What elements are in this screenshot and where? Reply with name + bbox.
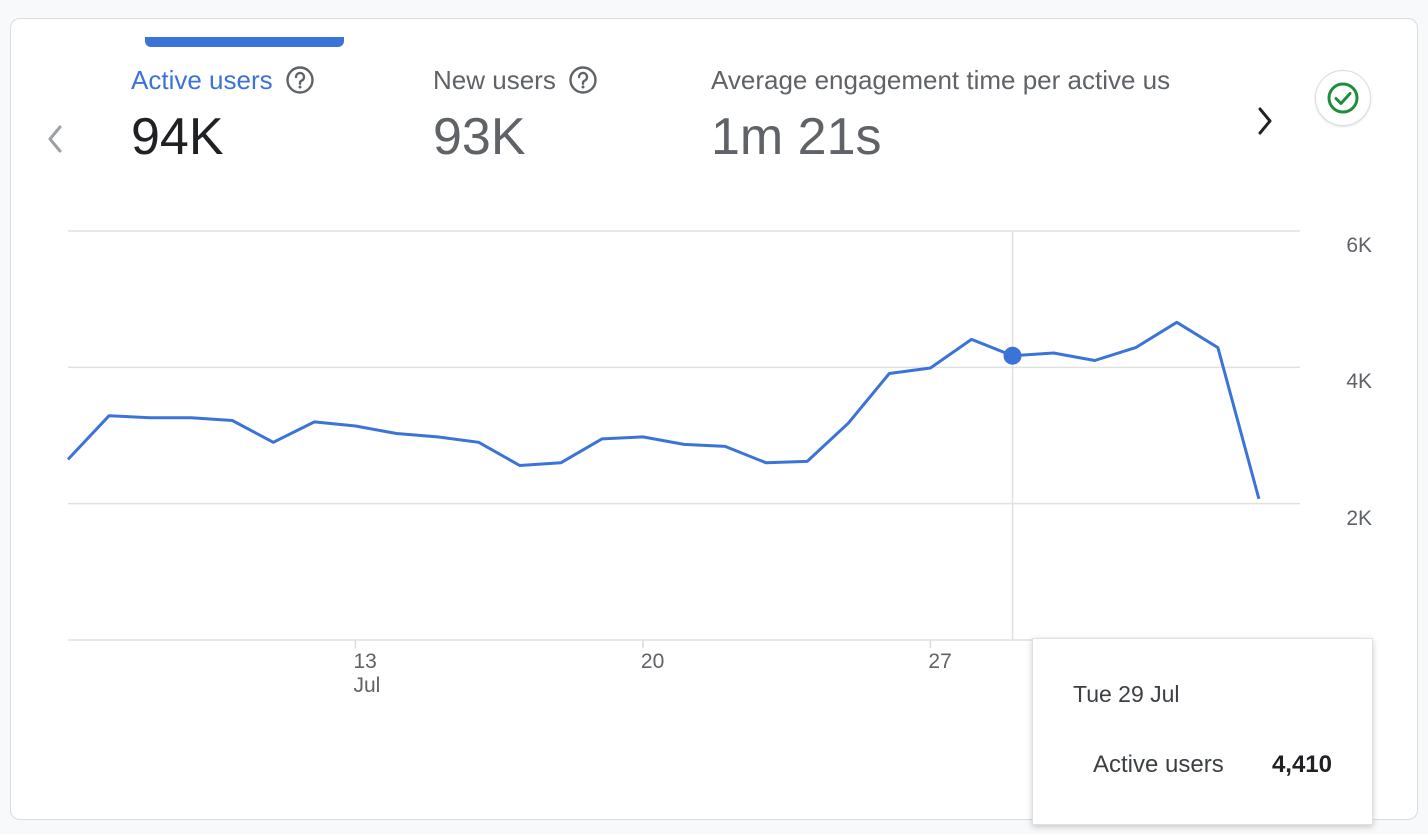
x-tick-label: 20 (641, 650, 664, 674)
y-tick-label: 2K (1346, 506, 1372, 530)
check-circle-icon (1327, 82, 1359, 114)
metric-label-text: Average engagement time per active us (711, 65, 1171, 95)
metric-tab-active-users[interactable]: Active users 94K (131, 65, 391, 175)
x-tick-day: 13 (353, 650, 377, 673)
data-status-button[interactable] (1315, 70, 1371, 126)
overview-card: Active users 94K New users 93K Average e… (10, 18, 1418, 820)
chevron-left-icon (48, 125, 62, 153)
next-metrics-button[interactable] (1243, 97, 1287, 145)
metric-value: 1m 21s (711, 108, 882, 166)
help-circle-icon[interactable] (568, 65, 598, 95)
previous-metrics-button[interactable] (33, 115, 77, 163)
help-circle-icon[interactable] (285, 65, 315, 95)
y-tick-label: 4K (1346, 370, 1372, 394)
chevron-right-icon (1258, 107, 1272, 135)
x-tick-month: Jul (353, 674, 381, 697)
metric-label: New users (433, 65, 598, 95)
metric-value: 93K (433, 108, 526, 166)
series-line-active-users (66, 320, 1261, 500)
chart-tooltip: Tue 29 Jul Active users 4,410 (1032, 638, 1373, 825)
chart-series (66, 320, 1261, 500)
x-tick-label: 27 (928, 650, 951, 674)
hover-point[interactable] (1003, 346, 1022, 365)
tooltip-value: 4,410 (1271, 751, 1332, 778)
x-tick-day: 20 (640, 650, 665, 673)
metric-label-text: New users (433, 65, 556, 95)
active-tab-indicator (145, 37, 344, 47)
x-tick-day: 27 (928, 650, 952, 673)
metric-label: Active users (131, 65, 315, 95)
tooltip-series-label: Active users (1093, 751, 1224, 778)
chart-grid (68, 230, 1300, 641)
metric-label: Average engagement time per active us (711, 65, 1170, 95)
x-tick-label: 13 Jul (353, 650, 380, 698)
metric-value: 94K (131, 108, 224, 166)
metric-tab-average-engagement-time[interactable]: Average engagement time per active us 1m… (711, 65, 1227, 175)
y-tick-label: 6K (1346, 234, 1372, 257)
metric-label-text: Active users (131, 65, 273, 95)
tooltip-date: Tue 29 Jul (1073, 681, 1180, 707)
metric-tab-new-users[interactable]: New users 93K (433, 65, 683, 175)
